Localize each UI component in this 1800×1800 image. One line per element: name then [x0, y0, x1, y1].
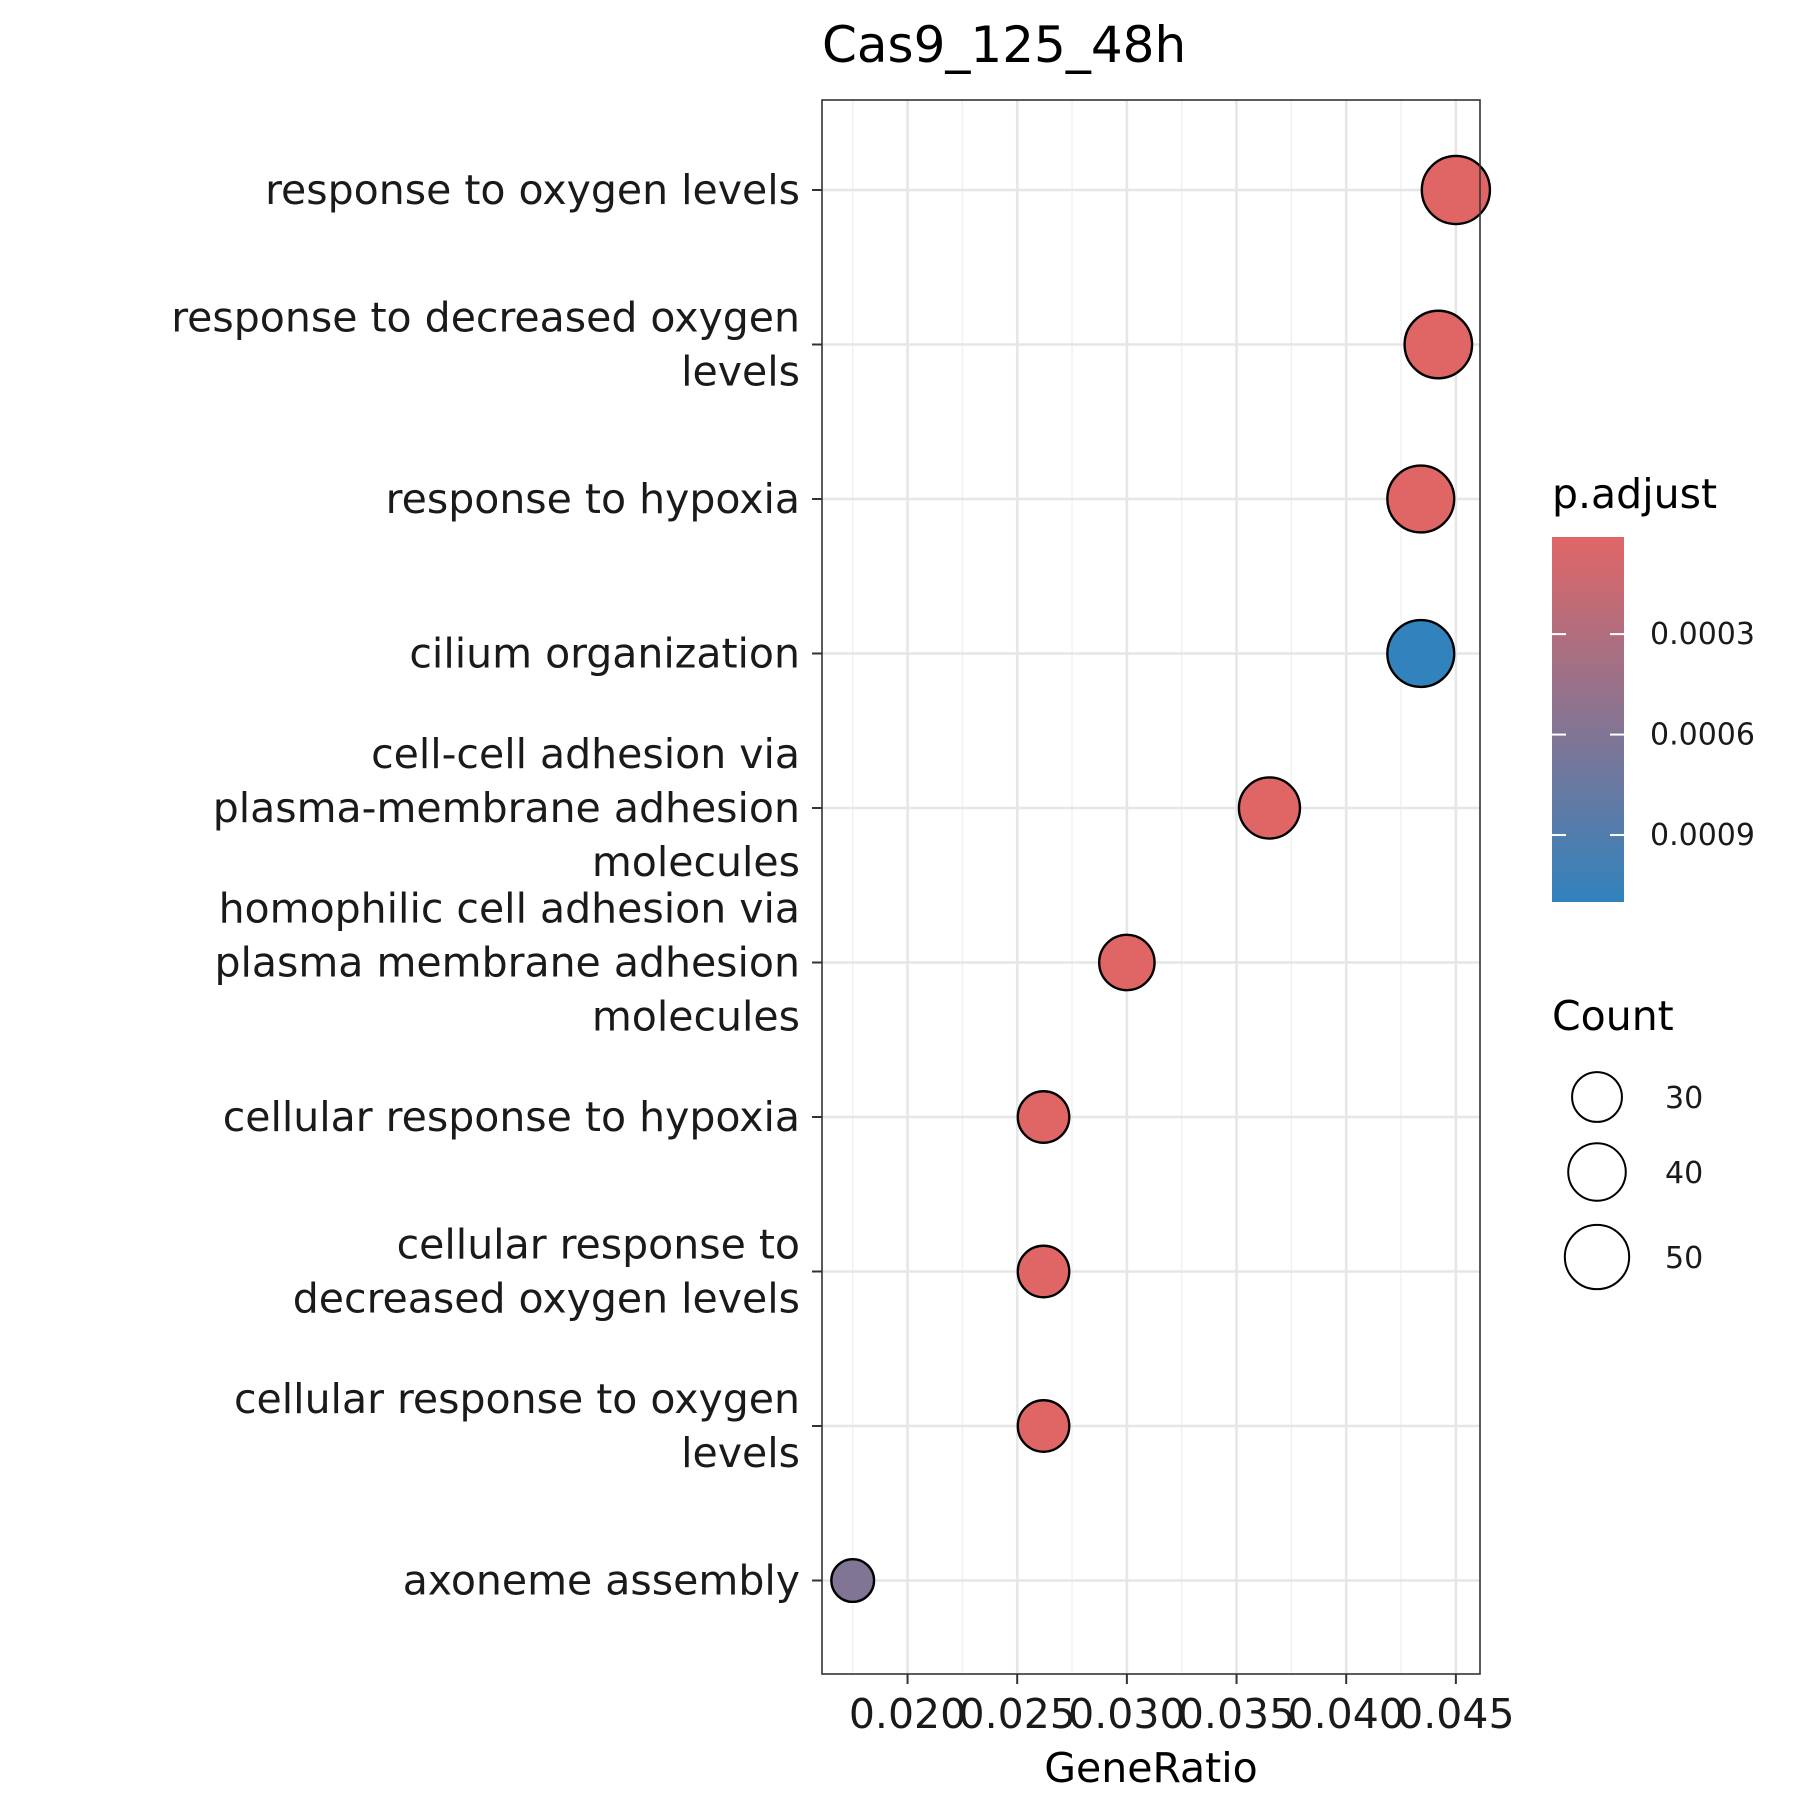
category-label-line: levels: [681, 348, 800, 396]
data-point: [1403, 309, 1474, 380]
size-legend-keys: 30 40 50: [1563, 1071, 1703, 1291]
axis-ticks: [812, 189, 1457, 1684]
category-label: response to hypoxia: [386, 475, 800, 523]
data-point: [1386, 618, 1456, 689]
category-label: cellular response to oxygen levels: [234, 1375, 800, 1477]
size-key-circle: [1571, 1071, 1623, 1123]
size-key-label: 30: [1665, 1081, 1703, 1116]
data-points: [830, 154, 1492, 1604]
size-legend-title: Count: [1552, 992, 1674, 1040]
data-point: [1420, 154, 1492, 226]
category-label-line: levels: [681, 1429, 800, 1477]
category-label: cellular response to hypoxia: [223, 1093, 800, 1141]
size-key-circle: [1567, 1142, 1627, 1202]
colorbar-label: 0.0006: [1650, 718, 1755, 753]
category-label-line: cellular response to hypoxia: [223, 1093, 800, 1141]
category-label: cell-cell adhesion via plasma-membrane ad…: [213, 730, 800, 886]
data-point: [1016, 1090, 1071, 1144]
category-label: homophilic cell adhesion via plasma membr…: [214, 885, 800, 1041]
category-label-line: decreased oxygen levels: [293, 1275, 800, 1323]
x-tick-label: 0.040: [1288, 1690, 1405, 1738]
x-tick-label: 0.020: [849, 1690, 966, 1738]
x-tick-label: 0.025: [959, 1690, 1076, 1738]
category-label: axoneme assembly: [403, 1557, 800, 1605]
panel-border: [821, 99, 1481, 1675]
category-label: response to decreased oxygen levels: [171, 294, 800, 396]
x-tick-label: 0.030: [1068, 1690, 1185, 1738]
category-label-line: plasma-membrane adhesion: [213, 784, 800, 832]
size-legend: Count 30 40 50: [1552, 992, 1703, 1291]
chart-title: Cas9_125_48h: [822, 16, 1186, 74]
category-label-line: cellular response to oxygen: [234, 1375, 800, 1423]
category-label-line: response to decreased oxygen: [171, 294, 800, 342]
category-label-line: molecules: [592, 993, 800, 1041]
size-key-circle: [1563, 1223, 1631, 1291]
color-legend-title: p.adjust: [1552, 470, 1717, 518]
category-label-line: cellular response to: [397, 1221, 800, 1269]
category-label-line: cell-cell adhesion via: [371, 730, 800, 778]
category-label: cilium organization: [409, 630, 800, 678]
data-point: [1016, 1244, 1071, 1299]
category-label-line: plasma membrane adhesion: [214, 939, 800, 987]
colorbar-label: 0.0003: [1650, 617, 1755, 652]
data-point: [1386, 464, 1456, 534]
category-label-line: homophilic cell adhesion via: [219, 885, 800, 933]
x-tick-label: 0.035: [1178, 1690, 1295, 1738]
data-point: [830, 1557, 876, 1604]
y-axis-labels: response to oxygen levels response to dec…: [171, 166, 800, 1605]
category-label-line: axoneme assembly: [403, 1557, 800, 1605]
data-point: [1237, 776, 1302, 840]
category-label-line: response to hypoxia: [386, 475, 800, 523]
colorbar-ticks: 0.0003 0.0006 0.0009: [1552, 617, 1755, 853]
data-point: [1097, 933, 1156, 992]
size-key-label: 40: [1665, 1156, 1703, 1191]
category-label-line: molecules: [592, 838, 800, 886]
colorbar: [1552, 537, 1624, 902]
x-tick-label: 0.045: [1397, 1690, 1514, 1738]
size-key-label: 50: [1665, 1241, 1703, 1276]
category-label: cellular response to decreased oxygen lev…: [293, 1221, 800, 1323]
x-axis-title: GeneRatio: [1044, 1744, 1257, 1792]
color-legend: p.adjust 0.0003 0.0006 0.0009: [1552, 470, 1755, 902]
category-label-line: response to oxygen levels: [265, 166, 800, 214]
grid: [822, 100, 1480, 1674]
category-label-line: cilium organization: [409, 630, 800, 678]
category-label: response to oxygen levels: [265, 166, 800, 214]
colorbar-label: 0.0009: [1650, 818, 1755, 853]
data-point: [1016, 1399, 1071, 1453]
